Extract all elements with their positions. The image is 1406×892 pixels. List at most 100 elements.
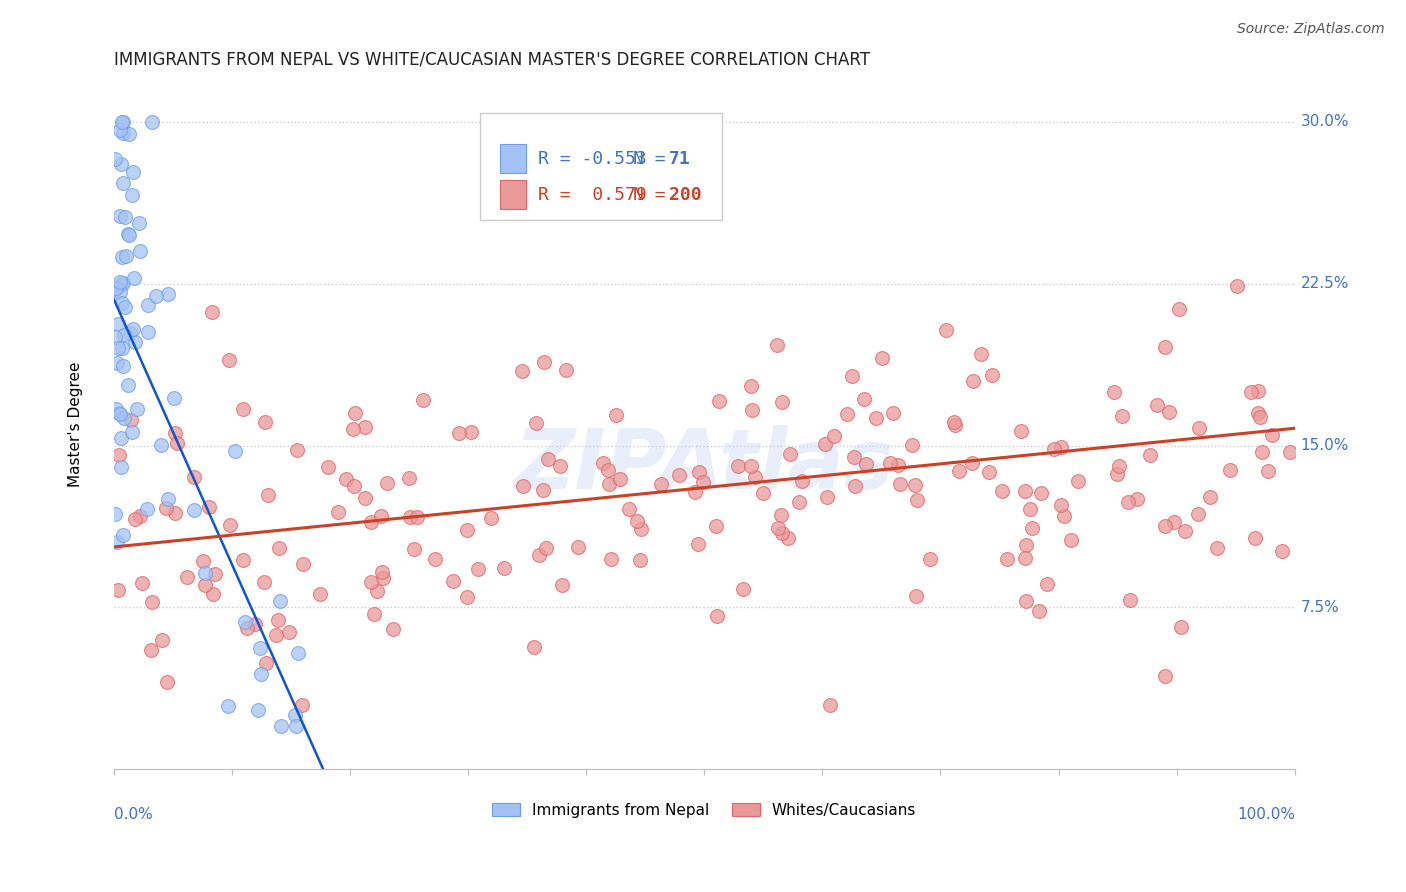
Point xyxy=(121,187,143,202)
Point xyxy=(1247,384,1270,398)
Point xyxy=(344,406,367,420)
Point xyxy=(991,483,1014,498)
Point xyxy=(120,413,142,427)
Point xyxy=(285,443,308,458)
Point xyxy=(121,322,143,336)
Point xyxy=(706,608,728,623)
Point xyxy=(727,458,749,473)
Point xyxy=(233,615,256,629)
Point xyxy=(112,410,135,425)
Point xyxy=(224,444,246,458)
Point xyxy=(110,278,132,293)
Point xyxy=(104,330,127,344)
Point xyxy=(1014,551,1036,566)
Point xyxy=(256,656,278,670)
Point xyxy=(935,323,957,337)
Text: R =  0.579: R = 0.579 xyxy=(537,186,647,203)
Point xyxy=(218,353,240,368)
Point xyxy=(447,426,470,441)
Point xyxy=(815,490,838,504)
Point xyxy=(1116,495,1139,509)
Point xyxy=(404,542,426,557)
Point xyxy=(790,474,813,488)
Point xyxy=(111,250,134,264)
Point xyxy=(628,553,651,567)
Bar xyxy=(501,180,526,210)
Text: R = -0.553: R = -0.553 xyxy=(537,150,647,168)
Point xyxy=(150,633,173,648)
Point xyxy=(841,369,863,384)
Point xyxy=(270,719,292,733)
Text: IMMIGRANTS FROM NEPAL VS WHITE/CAUCASIAN MASTER'S DEGREE CORRELATION CHART: IMMIGRANTS FROM NEPAL VS WHITE/CAUCASIAN… xyxy=(114,51,869,69)
Point xyxy=(1225,279,1247,293)
Point xyxy=(284,708,307,723)
Point xyxy=(787,495,810,509)
Point xyxy=(354,420,377,434)
Point xyxy=(291,698,314,712)
Point xyxy=(1050,498,1073,512)
Point xyxy=(136,502,159,516)
Point xyxy=(232,553,254,567)
Point xyxy=(108,406,131,420)
Point xyxy=(285,719,308,733)
Point xyxy=(995,552,1018,566)
Point xyxy=(460,425,482,439)
Point xyxy=(236,621,259,635)
Point xyxy=(124,270,146,285)
Point xyxy=(668,468,690,483)
Point xyxy=(105,356,128,370)
Point xyxy=(112,126,135,140)
Point xyxy=(110,407,132,421)
Text: 30.0%: 30.0% xyxy=(1301,114,1350,129)
Point xyxy=(837,407,859,421)
Point xyxy=(524,416,547,430)
Point xyxy=(194,577,217,591)
Point xyxy=(117,227,139,241)
Point xyxy=(124,512,146,526)
Point xyxy=(423,552,446,566)
Point xyxy=(814,436,837,450)
Point xyxy=(111,341,134,355)
Point xyxy=(626,514,648,528)
Point xyxy=(531,483,554,497)
Point xyxy=(163,426,186,441)
Point xyxy=(107,582,129,597)
Point xyxy=(1108,459,1130,474)
Point xyxy=(1205,541,1227,555)
Point xyxy=(979,465,1001,479)
Point xyxy=(1146,399,1168,413)
Point xyxy=(118,127,141,141)
Point xyxy=(257,488,280,502)
Point xyxy=(112,528,135,542)
Point xyxy=(599,552,621,566)
Point xyxy=(1139,448,1161,462)
Point xyxy=(901,437,924,451)
Point xyxy=(554,362,576,376)
Point xyxy=(752,486,775,500)
Point xyxy=(194,566,217,580)
Point xyxy=(706,519,728,533)
Point xyxy=(343,479,366,493)
Point xyxy=(882,406,904,420)
Point xyxy=(198,500,221,514)
Point xyxy=(128,216,150,230)
Point xyxy=(943,418,966,433)
Point xyxy=(176,570,198,584)
Point xyxy=(1153,669,1175,683)
Text: N =: N = xyxy=(633,186,676,203)
Point xyxy=(523,640,546,655)
Point xyxy=(918,551,941,566)
Point xyxy=(111,296,134,310)
Point xyxy=(1031,486,1053,500)
Point xyxy=(375,475,398,490)
Point xyxy=(1060,533,1083,547)
Point xyxy=(128,508,150,523)
Point xyxy=(111,359,134,374)
Point xyxy=(456,523,478,537)
Point xyxy=(360,515,382,529)
Text: 7.5%: 7.5% xyxy=(1301,600,1340,615)
Point xyxy=(124,335,146,350)
Point xyxy=(412,392,434,407)
Point xyxy=(118,326,141,340)
Point xyxy=(112,114,135,128)
